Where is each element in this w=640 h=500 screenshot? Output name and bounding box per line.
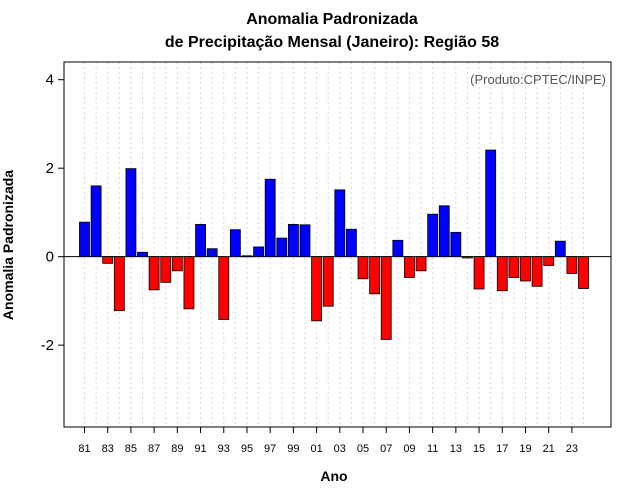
x-tick-label: 15 xyxy=(473,443,485,455)
x-tick-label: 81 xyxy=(78,443,90,455)
bar-1990 xyxy=(183,256,195,310)
y-tick-label: 4 xyxy=(46,72,54,89)
chart-title-line2: de Precipitação Mensal (Janeiro): Região… xyxy=(165,34,499,51)
bar-2024 xyxy=(578,256,589,289)
x-tick-label: 85 xyxy=(125,443,137,455)
bar-2012 xyxy=(438,205,450,258)
x-tick-label: 97 xyxy=(264,443,276,455)
x-tick-label: 19 xyxy=(519,443,531,455)
bar-1997 xyxy=(264,178,276,258)
bar-1993 xyxy=(218,256,230,320)
x-tick-label: 93 xyxy=(218,443,230,455)
y-tick-label: 0 xyxy=(46,249,54,266)
x-axis-title: Ano xyxy=(320,468,347,484)
bar-1987 xyxy=(148,256,160,291)
bar-1986 xyxy=(137,251,148,258)
x-tick-label: 01 xyxy=(310,443,322,455)
bar-2011 xyxy=(427,213,439,258)
bar-2022 xyxy=(554,240,566,258)
y-tick-label: -2 xyxy=(41,337,54,354)
bar-1995 xyxy=(241,255,253,258)
bar-1984 xyxy=(113,256,125,312)
x-tick-label: 17 xyxy=(496,443,508,455)
x-tick-label: 11 xyxy=(427,443,438,455)
bar-2020 xyxy=(531,256,543,287)
bar-2008 xyxy=(392,239,404,258)
y-axis: -2 0 2 4 xyxy=(41,72,64,354)
bar-1998 xyxy=(276,237,288,258)
x-tick-label: 05 xyxy=(357,443,369,455)
source-credit: (Produto:CPTEC/INPE) xyxy=(470,72,606,87)
x-tick-label: 99 xyxy=(287,443,299,455)
bar-1985 xyxy=(125,168,137,258)
bar-2019 xyxy=(520,256,531,282)
bar-2001 xyxy=(311,256,323,322)
x-tick-label: 21 xyxy=(543,443,555,455)
bar-1999 xyxy=(287,223,299,258)
bar-1981 xyxy=(79,221,90,258)
x-tick-label: 87 xyxy=(148,443,160,455)
bar-1991 xyxy=(195,223,206,258)
x-tick-label: 03 xyxy=(334,443,346,455)
y-axis-title: Anomalia Padronizada xyxy=(0,170,16,320)
bar-1988 xyxy=(160,256,172,283)
x-tick-label: 95 xyxy=(241,443,253,455)
chart-title-line1: Anomalia Padronizada xyxy=(246,11,418,28)
x-tick-label: 09 xyxy=(403,443,415,455)
bar-2014 xyxy=(462,256,473,259)
x-tick-label: 07 xyxy=(380,443,392,455)
bar-1983 xyxy=(102,256,114,264)
bar-2005 xyxy=(357,256,369,280)
bar-2013 xyxy=(450,231,462,258)
x-tick-label: 83 xyxy=(102,443,114,455)
bar-2009 xyxy=(404,256,415,278)
bar-1989 xyxy=(171,256,183,272)
bar-1996 xyxy=(253,246,264,258)
bar-2015 xyxy=(473,256,485,290)
x-axis: 81 83 85 87 89 91 93 95 97 99 01 03 05 07 09 11 13 15 17 19… xyxy=(78,427,578,455)
bar-1994 xyxy=(229,229,241,258)
y-tick-label: 2 xyxy=(46,160,54,177)
bar-2021 xyxy=(543,256,555,266)
x-tick-label: 13 xyxy=(450,443,462,455)
bar-2023 xyxy=(566,256,578,274)
x-tick-label: 89 xyxy=(171,443,183,455)
bar-2010 xyxy=(415,256,427,272)
bar-2000 xyxy=(299,224,311,258)
x-tick-label: 23 xyxy=(566,443,578,455)
x-tick-label: 91 xyxy=(194,443,206,455)
bar-2002 xyxy=(322,256,334,307)
bar-2004 xyxy=(346,228,357,258)
bar-1982 xyxy=(90,185,102,258)
bar-1992 xyxy=(206,248,218,258)
bar-2003 xyxy=(334,189,346,258)
bar-2018 xyxy=(508,256,520,278)
bar-2016 xyxy=(485,149,497,258)
bar-2006 xyxy=(369,256,381,295)
bar-series xyxy=(79,149,589,340)
bar-2017 xyxy=(496,256,508,292)
vertical-gridlines xyxy=(84,62,585,427)
plot-frame xyxy=(63,61,612,428)
bar-2007 xyxy=(380,256,392,340)
